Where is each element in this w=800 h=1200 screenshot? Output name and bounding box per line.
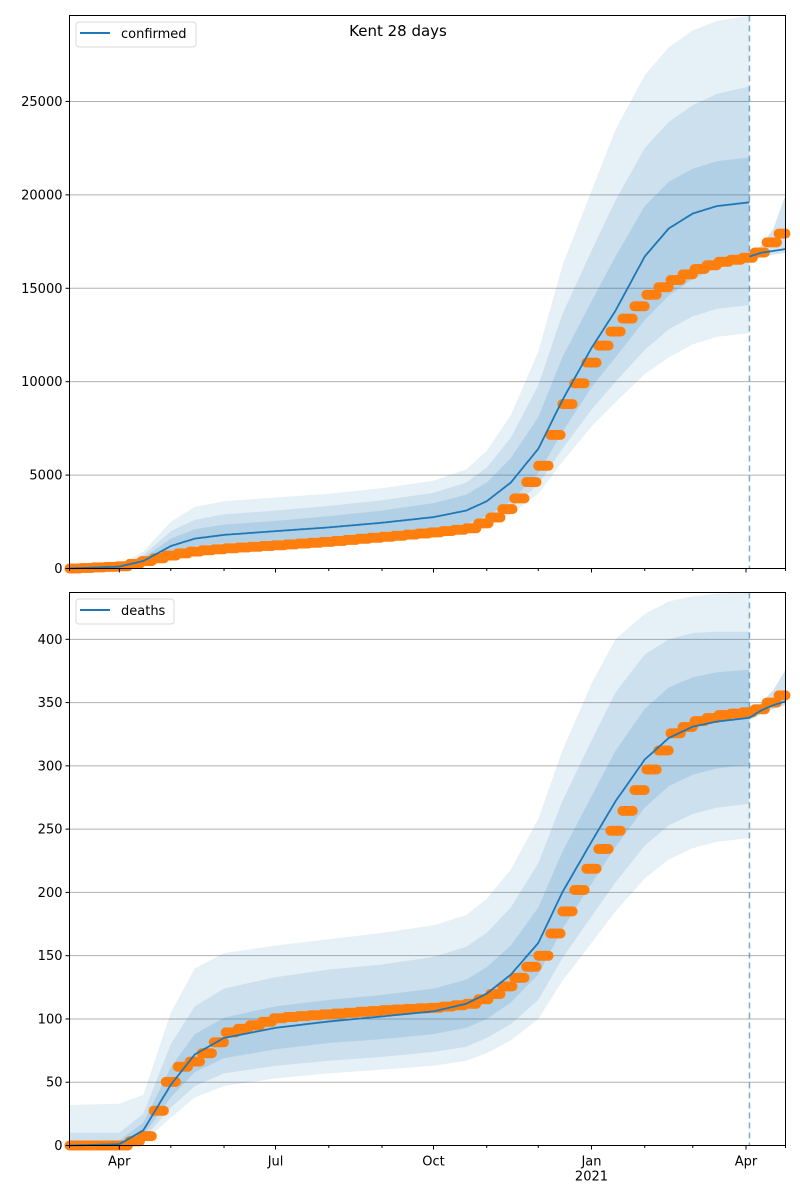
- observed-point: [639, 301, 650, 312]
- y-tick-label: 250: [38, 823, 63, 838]
- y-tick-label: 0: [54, 1139, 62, 1154]
- observed-point: [555, 429, 566, 440]
- observed-point: [543, 950, 554, 961]
- uncertainty-band-95: [69, 15, 750, 569]
- observed-point: [663, 745, 674, 756]
- top-axes-frame: [69, 15, 786, 569]
- top-observed-points: [64, 228, 791, 574]
- top-median-line: [69, 201, 786, 570]
- observed-point: [627, 805, 638, 816]
- y-tick-label: 200: [38, 886, 63, 901]
- top-legend: confirmed: [75, 21, 197, 48]
- observed-point: [615, 825, 626, 836]
- y-tick-label: 15000: [21, 282, 62, 297]
- bottom-legend-label: deaths: [121, 604, 166, 619]
- observed-point: [771, 237, 782, 248]
- x-tick-label: Oct: [422, 1155, 444, 1170]
- forecast-median-line: [749, 248, 786, 258]
- observed-point: [519, 972, 530, 983]
- observed-point: [615, 326, 626, 337]
- y-tick-label: 25000: [21, 95, 62, 110]
- observed-point: [603, 844, 614, 854]
- y-tick-label: 20000: [21, 188, 62, 203]
- y-tick-label: 50: [46, 1076, 63, 1091]
- observed-point: [591, 863, 602, 874]
- y-tick-label: 5000: [29, 469, 62, 484]
- uncertainty-band-95: [69, 592, 750, 1146]
- observed-point: [543, 460, 554, 471]
- chart-title: Kent 28 days: [349, 22, 447, 40]
- observed-point: [207, 1048, 217, 1059]
- observed-point: [195, 1056, 205, 1067]
- observed-point: [495, 512, 506, 523]
- observed-point: [567, 906, 578, 917]
- observed-point: [519, 493, 530, 504]
- x-tick-label: 2021: [575, 1170, 608, 1185]
- x-tick-label: Jul: [267, 1155, 284, 1170]
- x-tick-label: Jan: [580, 1155, 601, 1170]
- top-y-axis: 0 5000 10000 15000 20000 25000: [21, 95, 70, 577]
- bottom-axes-frame: [69, 592, 786, 1146]
- observed-point: [531, 961, 542, 972]
- observed-point: [158, 1105, 169, 1116]
- observed-point: [603, 340, 614, 351]
- observed-point: [555, 928, 566, 939]
- observed-point: [507, 981, 518, 992]
- confirmed-panel: 0 5000 10000 15000 20000 25000 Kent 28 days c…: [21, 15, 791, 577]
- top-legend-label: confirmed: [121, 27, 187, 42]
- observed-point: [579, 378, 590, 389]
- y-tick-label: 100: [38, 1012, 63, 1027]
- uncertainty-band-50: [69, 157, 750, 569]
- x-tick-label: Apr: [735, 1155, 758, 1170]
- observed-point: [171, 1076, 181, 1087]
- observed-point: [531, 477, 542, 488]
- observed-point: [627, 313, 638, 324]
- bottom-legend: deaths: [75, 598, 175, 625]
- observed-point: [567, 399, 578, 410]
- deaths-panel: 0 50 100 150 200 250 300 350 400 Apr Jul Oct Jan202…: [38, 592, 791, 1185]
- top-x-axis: [69, 568, 786, 573]
- observed-point: [507, 504, 518, 515]
- observed-point: [495, 989, 506, 999]
- observed-point: [639, 785, 650, 796]
- y-tick-label: 10000: [21, 375, 62, 390]
- uncertainty-band-80: [69, 631, 750, 1146]
- y-tick-label: 150: [38, 949, 63, 964]
- y-tick-label: 400: [38, 633, 63, 648]
- median-line: [69, 201, 750, 570]
- observed-point: [591, 357, 602, 368]
- top-legend-box: [75, 21, 197, 48]
- y-tick-label: 0: [54, 562, 62, 577]
- bottom-median-line: [69, 700, 786, 1147]
- bottom-y-axis: 0 50 100 150 200 250 300 350 400: [38, 633, 70, 1154]
- y-tick-label: 300: [38, 759, 63, 774]
- forecast-median-line: [748, 700, 786, 719]
- observed-point: [579, 885, 590, 895]
- median-line: [69, 716, 750, 1147]
- observed-point: [146, 1131, 157, 1142]
- y-tick-label: 350: [38, 696, 63, 711]
- bottom-legend-box: [75, 598, 175, 625]
- observed-point: [651, 289, 662, 300]
- bottom-gridlines: [69, 638, 786, 1083]
- observed-point: [651, 764, 662, 775]
- x-tick-label: Apr: [108, 1155, 131, 1170]
